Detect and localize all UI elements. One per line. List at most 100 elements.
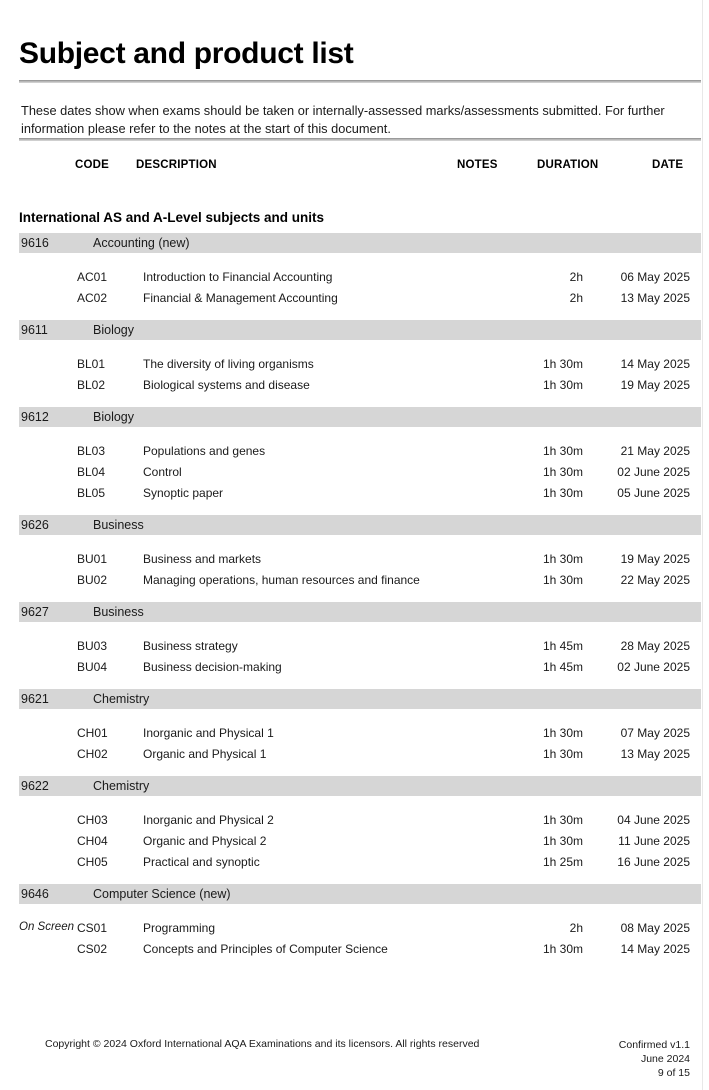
table-row: CH05 Practical and synoptic 1h 25m 16 June … [0, 853, 709, 874]
intro-paragraph: These dates show when exams should be ta… [21, 102, 665, 136]
unit-code: BL05 [77, 486, 106, 500]
table-row: BL05 Synoptic paper 1h 30m 05 June 2025 [0, 484, 709, 505]
table-row: BU03 Business strategy 1h 45m 28 May 2025 [0, 637, 709, 658]
unit-duration: 1h 30m [542, 834, 583, 848]
table-row: On Screen CS01 Programming 2h 08 May 2025 [0, 919, 709, 940]
footer-copyright: Copyright © 2024 Oxford International AQ… [45, 1038, 480, 1050]
table-row: CH02 Organic and Physical 1 1h 30m 13 May 2… [0, 745, 709, 766]
subject-band: 9646 Computer Science (new) [19, 884, 701, 904]
unit-description: Introduction to Financial Accounting [143, 270, 333, 284]
unit-code: BL02 [77, 378, 106, 392]
unit-notes: On Screen [19, 921, 74, 933]
unit-code: BL03 [77, 444, 106, 458]
unit-group: BL01 The diversity of living organisms 1h … [0, 340, 709, 407]
footer-meta: Confirmed v1.1 June 2024 9 of 15 [490, 1038, 690, 1080]
unit-date: 22 May 2025 [620, 573, 690, 587]
unit-description: Control [143, 465, 182, 479]
subject-band: 9611 Biology [19, 320, 701, 340]
unit-date: 14 May 2025 [620, 942, 690, 956]
table-row: BL04 Control 1h 30m 02 June 2025 [0, 463, 709, 484]
unit-code: AC02 [77, 291, 108, 305]
table-row: BU02 Managing operations, human resources… [0, 571, 709, 592]
unit-description: Organic and Physical 1 [143, 747, 267, 761]
unit-date: 07 May 2025 [620, 726, 690, 740]
unit-duration: 1h 30m [542, 813, 583, 827]
unit-date: 13 May 2025 [620, 291, 690, 305]
unit-description: The diversity of living organisms [143, 357, 314, 371]
subject-name: Business [93, 605, 144, 619]
unit-description: Inorganic and Physical 1 [143, 726, 274, 740]
table-row: BU04 Business decision-making 1h 45m 02 Jun… [0, 658, 709, 679]
footer-date: June 2024 [640, 1053, 690, 1065]
subject-name: Computer Science (new) [93, 887, 231, 901]
table-row: BL01 The diversity of living organisms 1h … [0, 355, 709, 376]
unit-date: 06 May 2025 [620, 270, 690, 284]
unit-description: Inorganic and Physical 2 [143, 813, 274, 827]
unit-date: 19 May 2025 [620, 552, 690, 566]
unit-duration: 1h 30m [542, 444, 583, 458]
unit-code: CH04 [77, 834, 108, 848]
column-header-code: CODE [75, 159, 110, 171]
unit-duration: 1h 30m [542, 942, 583, 956]
unit-code: CH03 [77, 813, 108, 827]
unit-code: BU03 [77, 639, 108, 653]
unit-duration: 1h 45m [542, 660, 583, 674]
page-title: Subject and product list [19, 37, 354, 71]
unit-description: Concepts and Principles of Computer Scie… [143, 942, 388, 956]
subject-code: 9626 [21, 518, 49, 532]
unit-description: Business decision-making [143, 660, 282, 674]
table-row: CH01 Inorganic and Physical 1 1h 30m 07 May… [0, 724, 709, 745]
table-row: CH03 Inorganic and Physical 2 1h 30m 04 Jun… [0, 811, 709, 832]
table-row: BL03 Populations and genes 1h 30m 21 May 20… [0, 442, 709, 463]
subject-code: 9621 [21, 692, 49, 706]
unit-description: Financial & Management Accounting [143, 291, 338, 305]
unit-code: CH02 [77, 747, 108, 761]
subject-band: 9621 Chemistry [19, 689, 701, 709]
table-row: AC02 Financial & Management Accounting 2h 1… [0, 289, 709, 310]
subject-band: 9616 Accounting (new) [19, 233, 701, 253]
subject-name: Chemistry [93, 779, 150, 793]
rule-below-intro [19, 138, 701, 141]
subject-table-body: 9616 Accounting (new) AC01 Introduction to … [0, 233, 709, 971]
unit-group: CH01 Inorganic and Physical 1 1h 30m 07 May… [0, 709, 709, 776]
table-row: BU01 Business and markets 1h 30m 19 May 202… [0, 550, 709, 571]
unit-description: Managing operations, human resources and… [143, 573, 420, 587]
unit-description: Business and markets [143, 552, 262, 566]
subject-band: 9627 Business [19, 602, 701, 622]
subject-code: 9646 [21, 887, 49, 901]
unit-date: 02 June 2025 [617, 465, 690, 479]
table-row: CS02 Concepts and Principles of Computer … [0, 940, 709, 961]
unit-description: Populations and genes [143, 444, 266, 458]
unit-date: 21 May 2025 [620, 444, 690, 458]
unit-code: BL04 [77, 465, 106, 479]
unit-duration: 1h 30m [542, 573, 583, 587]
unit-description: Practical and synoptic [143, 855, 260, 869]
unit-duration: 1h 30m [542, 726, 583, 740]
unit-duration: 2h [569, 291, 583, 305]
subject-code: 9612 [21, 410, 49, 424]
unit-duration: 2h [569, 270, 583, 284]
subject-band: 9626 Business [19, 515, 701, 535]
unit-date: 19 May 2025 [620, 378, 690, 392]
unit-group: BL03 Populations and genes 1h 30m 21 May 20… [0, 427, 709, 515]
section-heading: International AS and A-Level subjects an… [19, 210, 325, 226]
unit-date: 04 June 2025 [617, 813, 690, 827]
unit-description: Biological systems and disease [143, 378, 310, 392]
unit-date: 08 May 2025 [620, 921, 690, 935]
unit-date: 02 June 2025 [617, 660, 690, 674]
subject-code: 9616 [21, 236, 49, 250]
table-row: CH04 Organic and Physical 2 1h 30m 11 June … [0, 832, 709, 853]
unit-duration: 1h 30m [542, 465, 583, 479]
unit-duration: 1h 30m [542, 747, 583, 761]
column-header-notes: NOTES [457, 159, 498, 171]
subject-name: Biology [93, 410, 134, 424]
column-header-duration: DURATION [537, 159, 599, 171]
unit-date: 13 May 2025 [620, 747, 690, 761]
page-edge-line [702, 0, 703, 1090]
footer-page: 9 of 15 [657, 1067, 690, 1079]
subject-name: Accounting (new) [93, 236, 190, 250]
unit-duration: 1h 45m [542, 639, 583, 653]
table-column-headers: CODE DESCRIPTION NOTES DURATION DATE [0, 159, 709, 175]
unit-code: CH01 [77, 726, 108, 740]
